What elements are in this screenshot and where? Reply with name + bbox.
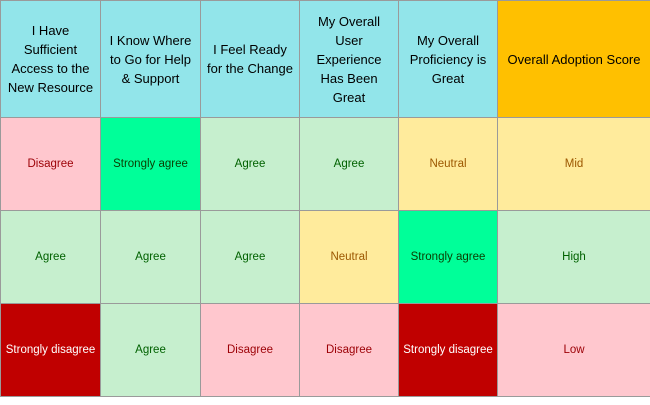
header-row: I Have Sufficient Access to the New Reso… [0,0,650,118]
table-row: Disagree Strongly agree Agree Agree Neut… [0,117,650,211]
cell-access: Agree [0,210,101,304]
cell-proficiency: Neutral [398,117,498,211]
header-proficiency: My Overall Proficiency is Great [398,0,498,118]
cell-ready-change: Agree [200,210,300,304]
cell-help-support: Agree [100,303,201,397]
table-row: Strongly disagree Agree Disagree Disagre… [0,303,650,397]
cell-adoption-score: Mid [497,117,650,211]
cell-adoption-score: High [497,210,650,304]
header-user-experience: My Overall User Experience Has Been Grea… [299,0,399,118]
table-row: Agree Agree Agree Neutral Strongly agree… [0,210,650,304]
cell-user-experience: Neutral [299,210,399,304]
cell-ready-change: Disagree [200,303,300,397]
cell-help-support: Agree [100,210,201,304]
cell-proficiency: Strongly disagree [398,303,498,397]
cell-adoption-score: Low [497,303,650,397]
cell-ready-change: Agree [200,117,300,211]
cell-access: Strongly disagree [0,303,101,397]
cell-user-experience: Disagree [299,303,399,397]
cell-access: Disagree [0,117,101,211]
header-ready-change: I Feel Ready for the Change [200,0,300,118]
header-help-support: I Know Where to Go for Help & Support [100,0,201,118]
header-adoption-score: Overall Adoption Score [497,0,650,118]
cell-proficiency: Strongly agree [398,210,498,304]
cell-help-support: Strongly agree [100,117,201,211]
header-access: I Have Sufficient Access to the New Reso… [0,0,101,118]
cell-user-experience: Agree [299,117,399,211]
